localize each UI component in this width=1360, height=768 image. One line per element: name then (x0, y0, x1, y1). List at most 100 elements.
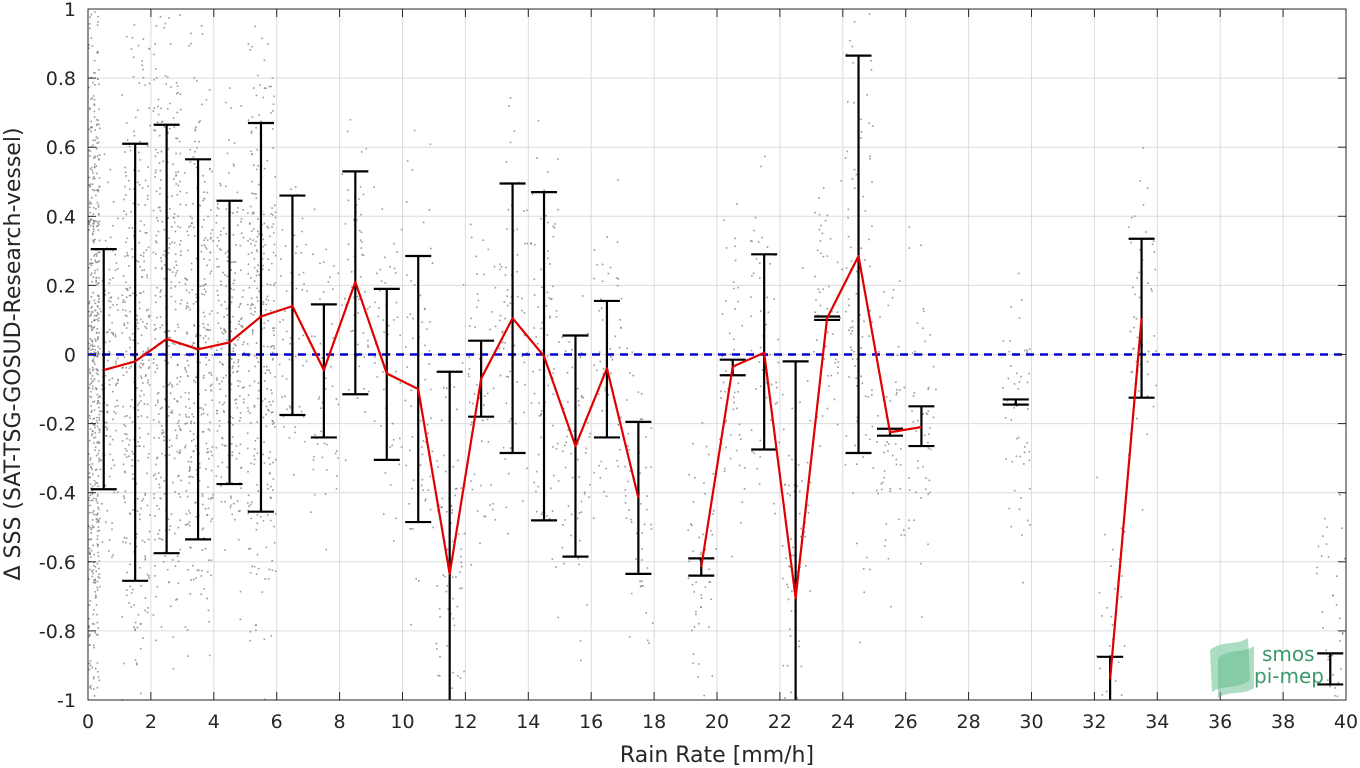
scatter-point (867, 396, 870, 398)
scatter-point (848, 329, 850, 331)
scatter-point (271, 351, 274, 354)
scatter-point (93, 695, 96, 697)
scatter-point (97, 576, 100, 578)
scatter-point (355, 355, 358, 358)
scatter-point (97, 460, 100, 463)
scatter-point (198, 393, 201, 395)
x-tick-label: 2 (145, 711, 157, 733)
scatter-point (247, 512, 249, 515)
scatter-point (845, 53, 848, 56)
scatter-point (89, 685, 92, 687)
scatter-point (1146, 360, 1149, 363)
scatter-point (247, 410, 250, 413)
scatter-point (91, 511, 94, 514)
scatter-point (264, 372, 267, 375)
scatter-point (879, 316, 881, 318)
y-tick-label: 0.2 (46, 275, 76, 297)
scatter-point (233, 343, 236, 346)
scatter-point (271, 77, 274, 79)
scatter-point (179, 203, 182, 206)
scatter-point (412, 317, 414, 320)
scatter-point (593, 277, 595, 280)
scatter-point (282, 415, 285, 418)
scatter-point (761, 369, 764, 371)
scatter-point (92, 473, 94, 476)
scatter-point (140, 334, 143, 337)
scatter-point (148, 48, 151, 50)
scatter-point (121, 294, 124, 296)
scatter-point (362, 254, 365, 257)
scatter-point (91, 666, 94, 669)
scatter-point (456, 408, 458, 411)
scatter-point (262, 245, 265, 248)
scatter-point (567, 401, 569, 403)
scatter-point (1104, 533, 1106, 536)
scatter-point (877, 415, 879, 417)
scatter-point (129, 542, 132, 545)
scatter-point (232, 282, 235, 285)
scatter-point (632, 374, 635, 377)
scatter-point (141, 359, 144, 362)
scatter-point (169, 605, 172, 608)
scatter-point (163, 126, 166, 128)
scatter-point (161, 432, 164, 435)
scatter-point (1133, 316, 1136, 318)
scatter-point (852, 492, 854, 494)
scatter-point (487, 441, 490, 443)
scatter-point (704, 586, 707, 588)
x-tick-label: 4 (208, 711, 220, 733)
scatter-point (263, 222, 266, 225)
scatter-point (331, 288, 334, 290)
scatter-point (250, 297, 253, 300)
scatter-point (249, 205, 252, 208)
scatter-point (436, 584, 439, 587)
scatter-point (310, 511, 312, 513)
scatter-point (152, 251, 155, 254)
scatter-point (185, 192, 188, 194)
scatter-point (847, 208, 850, 211)
scatter-point (850, 260, 853, 263)
scatter-point (411, 528, 414, 530)
scatter-point (294, 186, 297, 188)
scatter-point (249, 238, 252, 240)
scatter-point (112, 418, 114, 421)
scatter-point (96, 201, 99, 204)
scatter-point (273, 541, 276, 544)
scatter-point (836, 261, 839, 264)
scatter-point (199, 120, 201, 122)
scatter-point (721, 355, 724, 358)
scatter-point (337, 403, 340, 406)
scatter-point (829, 237, 832, 240)
scatter-point (318, 396, 321, 398)
scatter-point (198, 479, 201, 482)
scatter-point (819, 239, 822, 242)
scatter-point (129, 310, 131, 313)
scatter-point (252, 164, 255, 167)
scatter-point (89, 538, 92, 541)
scatter-point (93, 176, 95, 178)
scatter-point (96, 78, 99, 80)
scatter-point (818, 445, 821, 447)
scatter-point (173, 221, 176, 224)
scatter-point (129, 346, 131, 349)
scatter-point (870, 59, 872, 62)
scatter-point (95, 454, 98, 457)
scatter-point (89, 494, 92, 497)
scatter-point (185, 513, 188, 515)
scatter-point (92, 157, 95, 160)
scatter-point (929, 448, 932, 451)
scatter-point (286, 408, 288, 411)
scatter-point (427, 489, 430, 491)
scatter-point (888, 443, 890, 445)
scatter-point (734, 308, 736, 310)
mean-line (1109, 318, 1143, 680)
scatter-point (142, 382, 144, 384)
scatter-point (90, 528, 93, 531)
scatter-point (790, 538, 792, 540)
scatter-point (101, 388, 104, 391)
scatter-point (391, 422, 394, 425)
scatter-point (791, 458, 793, 461)
scatter-point (95, 276, 98, 279)
scatter-point (220, 283, 223, 286)
scatter-point (463, 670, 465, 673)
